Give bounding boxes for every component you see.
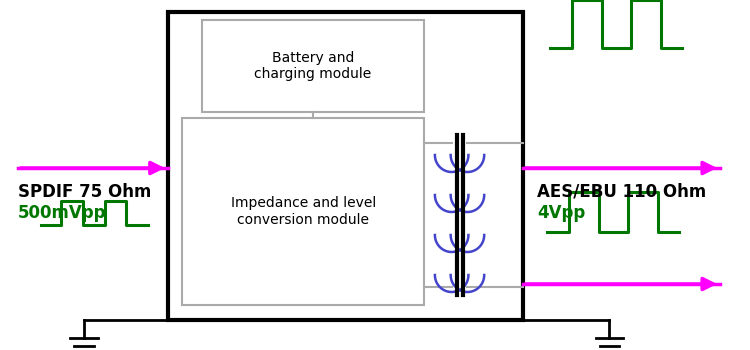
Text: AES/EBU 110 Ohm: AES/EBU 110 Ohm xyxy=(538,183,706,201)
Bar xyxy=(168,12,523,320)
Text: 4Vpp: 4Vpp xyxy=(538,204,586,222)
Text: Battery and
charging module: Battery and charging module xyxy=(254,51,372,81)
Text: 500mVpp: 500mVpp xyxy=(18,204,106,222)
Text: Impedance and level
conversion module: Impedance and level conversion module xyxy=(230,196,376,226)
Bar xyxy=(202,20,424,112)
Bar xyxy=(182,118,424,305)
Text: SPDIF 75 Ohm: SPDIF 75 Ohm xyxy=(18,183,152,201)
